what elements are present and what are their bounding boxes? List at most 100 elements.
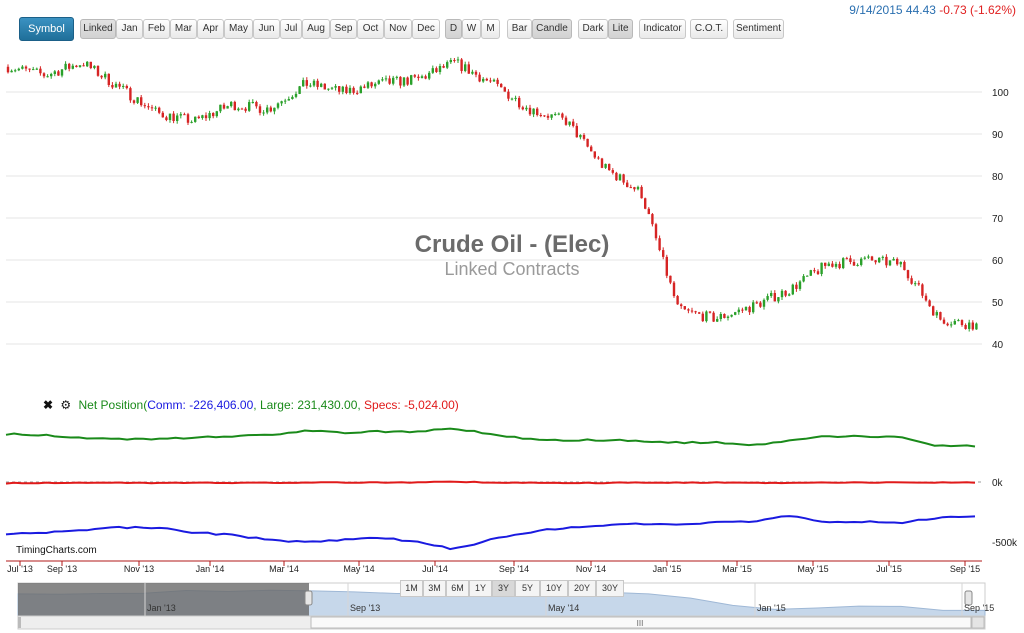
month-button-jun[interactable]: Jun — [253, 19, 280, 39]
range-button-1m[interactable]: 1M — [400, 580, 423, 597]
candle-body — [669, 275, 672, 283]
candle-body — [766, 296, 769, 300]
candle-body — [183, 114, 186, 116]
cot-line-comm — [5, 515, 976, 551]
month-button-linked[interactable]: Linked — [80, 19, 116, 39]
month-button-oct[interactable]: Oct — [357, 19, 384, 39]
month-button-jul[interactable]: Jul — [280, 19, 302, 39]
candle-body — [24, 66, 28, 69]
month-button-jan[interactable]: Jan — [116, 19, 143, 39]
candle-body — [50, 73, 53, 77]
period-button-daily[interactable]: D — [445, 19, 462, 39]
candle-body — [482, 78, 485, 82]
candle-body — [158, 107, 161, 113]
candle-body — [377, 80, 380, 84]
candle-body — [863, 257, 866, 259]
range-button-1y[interactable]: 1Y — [469, 580, 492, 597]
navigator-scrollbar-left-arrow[interactable] — [18, 617, 21, 628]
range-button-5y[interactable]: 5Y — [515, 580, 540, 597]
navigator-mask-left — [18, 583, 309, 616]
candle-body — [881, 256, 884, 258]
period-button-monthly[interactable]: M — [481, 19, 500, 39]
month-button-nov[interactable]: Nov — [384, 19, 412, 39]
candle-body — [680, 304, 683, 307]
candle-body — [730, 314, 733, 317]
month-button-dec[interactable]: Dec — [412, 19, 440, 39]
candle-body — [712, 312, 715, 322]
candle-body — [366, 82, 370, 88]
theme-button-lite[interactable]: Lite — [608, 19, 633, 39]
style-button-candle[interactable]: Candle — [532, 19, 572, 39]
indicator-button[interactable]: Indicator — [639, 19, 686, 39]
candle-body — [140, 97, 143, 106]
candle-body — [543, 115, 546, 117]
cot-specs-label: Specs: -5,024.00 — [364, 398, 455, 412]
candle-body — [618, 174, 622, 181]
navigator-scrollbar-thumb[interactable] — [310, 616, 972, 629]
quote-change: -0.73 (-1.62%) — [939, 3, 1016, 17]
candle-body — [449, 60, 452, 63]
candle-body — [370, 82, 373, 87]
range-button-10y[interactable]: 10Y — [540, 580, 568, 597]
candle-body — [266, 107, 269, 113]
candle-body — [276, 103, 280, 108]
candle-body — [125, 85, 128, 89]
candle-body — [460, 59, 463, 71]
candle-body — [384, 78, 388, 80]
candle-body — [626, 182, 629, 188]
period-button-weekly[interactable]: W — [462, 19, 481, 39]
symbol-button[interactable]: Symbol — [19, 17, 74, 41]
range-button-3m[interactable]: 3M — [423, 580, 446, 597]
month-button-apr[interactable]: Apr — [197, 19, 224, 39]
navigator-handle-right[interactable] — [964, 590, 973, 606]
navigator-handle-left[interactable] — [304, 590, 313, 606]
candle-body — [654, 224, 658, 239]
range-button-6m[interactable]: 6M — [446, 580, 469, 597]
x-tick-label: May '15 — [797, 564, 828, 574]
candle-body — [557, 113, 560, 115]
style-button-bar[interactable]: Bar — [507, 19, 532, 39]
candle-body — [546, 115, 550, 118]
range-button-30y[interactable]: 30Y — [596, 580, 624, 597]
candle-body — [464, 64, 467, 71]
candle-body — [942, 319, 946, 324]
candle-body — [93, 65, 96, 69]
gear-icon[interactable]: ⚙ — [60, 398, 72, 412]
time-x-axis: Jul '13 Sep '13 Nov '13 Jan '14 Mar '14 May '… — [7, 561, 980, 574]
candle-body — [431, 68, 434, 73]
candle-body — [741, 309, 744, 311]
month-button-may[interactable]: May — [224, 19, 253, 39]
candle-body — [309, 85, 312, 87]
close-icon[interactable]: ✖ — [43, 398, 54, 412]
month-button-mar[interactable]: Mar — [170, 19, 197, 39]
candle-body — [71, 65, 74, 69]
theme-button-dark[interactable]: Dark — [578, 19, 608, 39]
candle-body — [428, 72, 431, 79]
month-button-sep[interactable]: Sep — [330, 19, 357, 39]
candle-body — [327, 88, 330, 90]
candle-body — [233, 101, 236, 111]
x-tick-label: Nov '13 — [124, 564, 154, 574]
month-button-feb[interactable]: Feb — [143, 19, 170, 39]
candle-body — [726, 316, 730, 318]
candle-body — [492, 79, 496, 82]
candle-body — [845, 258, 848, 260]
chart-title: Crude Oil - (Elec) — [415, 231, 610, 258]
candle-body — [474, 71, 478, 75]
candle-body — [172, 113, 175, 122]
range-button-20y[interactable]: 20Y — [568, 580, 596, 597]
candle-body — [780, 290, 784, 298]
cot-button[interactable]: C.O.T. — [690, 19, 728, 39]
navigator-scrollbar-right-arrow[interactable] — [971, 616, 985, 629]
candle-body — [291, 96, 294, 100]
month-button-aug[interactable]: Aug — [302, 19, 330, 39]
navigator[interactable]: Jan '13 Sep '13 May '14 Jan '15 Sep '15 III — [17, 582, 994, 630]
candle-body — [831, 263, 834, 267]
range-button-3y[interactable]: 3Y — [492, 580, 515, 597]
cot-series — [5, 427, 976, 551]
candle-body — [496, 79, 499, 84]
price-y-axis: 100 90 80 70 60 50 40 — [992, 88, 1009, 351]
y-tick-label: 50 — [992, 298, 1004, 309]
sentiment-button[interactable]: Sentiment — [733, 19, 784, 39]
